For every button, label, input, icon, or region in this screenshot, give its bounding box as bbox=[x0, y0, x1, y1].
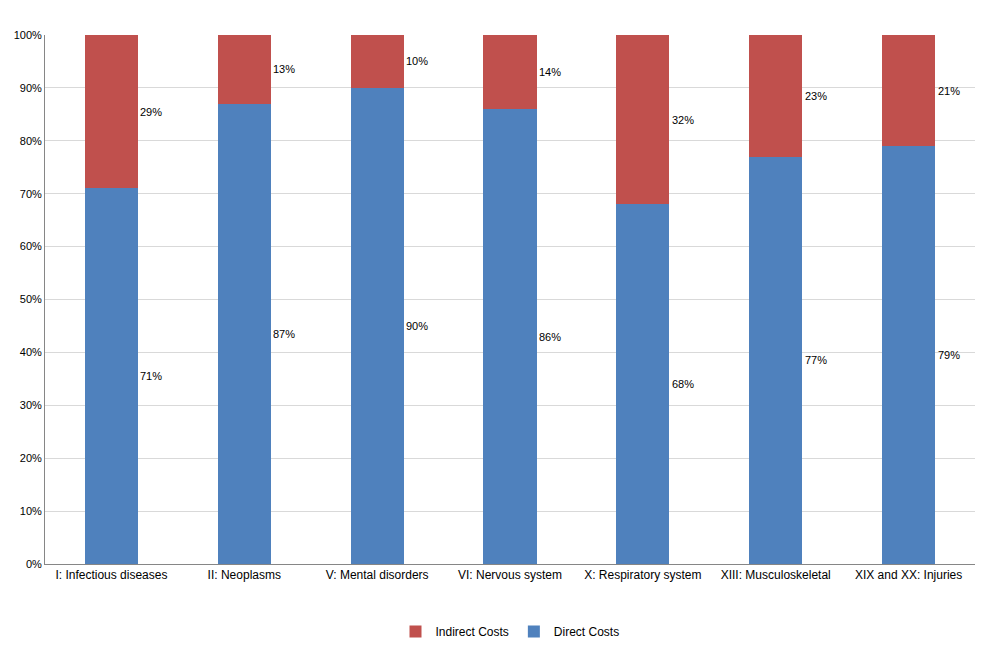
svg-text:V: Mental disorders: V: Mental disorders bbox=[326, 568, 429, 582]
svg-text:68%: 68% bbox=[672, 378, 694, 390]
svg-text:86%: 86% bbox=[539, 331, 561, 343]
svg-text:Indirect Costs: Indirect Costs bbox=[436, 625, 509, 639]
svg-text:XIX and XX: Injuries: XIX and XX: Injuries bbox=[855, 568, 962, 582]
svg-text:79%: 79% bbox=[938, 349, 960, 361]
svg-text:14%: 14% bbox=[539, 66, 561, 78]
svg-text:77%: 77% bbox=[805, 354, 827, 366]
svg-text:87%: 87% bbox=[273, 328, 295, 340]
svg-text:10%: 10% bbox=[20, 505, 42, 517]
svg-text:71%: 71% bbox=[140, 370, 162, 382]
svg-text:0%: 0% bbox=[26, 558, 42, 570]
svg-text:90%: 90% bbox=[20, 82, 42, 94]
svg-text:Direct Costs: Direct Costs bbox=[554, 625, 619, 639]
svg-text:100%: 100% bbox=[14, 29, 42, 41]
svg-text:XIII: Musculoskeletal: XIII: Musculoskeletal bbox=[721, 568, 831, 582]
svg-text:21%: 21% bbox=[938, 85, 960, 97]
svg-text:30%: 30% bbox=[20, 399, 42, 411]
svg-text:60%: 60% bbox=[20, 240, 42, 252]
svg-text:32%: 32% bbox=[672, 114, 694, 126]
svg-text:50%: 50% bbox=[20, 293, 42, 305]
svg-text:II: Neoplasms: II: Neoplasms bbox=[208, 568, 281, 582]
svg-text:10%: 10% bbox=[406, 55, 428, 67]
svg-text:20%: 20% bbox=[20, 452, 42, 464]
svg-text:X: Respiratory system: X: Respiratory system bbox=[584, 568, 701, 582]
svg-text:29%: 29% bbox=[140, 106, 162, 118]
svg-text:40%: 40% bbox=[20, 346, 42, 358]
svg-text:I: Infectious diseases: I: Infectious diseases bbox=[55, 568, 167, 582]
svg-text:80%: 80% bbox=[20, 135, 42, 147]
svg-text:13%: 13% bbox=[273, 63, 295, 75]
svg-text:23%: 23% bbox=[805, 90, 827, 102]
svg-text:VI: Nervous system: VI: Nervous system bbox=[458, 568, 562, 582]
svg-text:70%: 70% bbox=[20, 188, 42, 200]
svg-text:90%: 90% bbox=[406, 320, 428, 332]
